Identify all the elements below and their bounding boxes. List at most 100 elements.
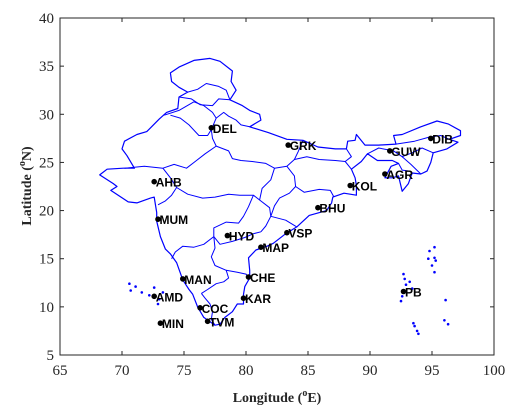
station-marker [151,293,157,300]
station-marker [387,148,393,154]
y-axis-title-degree: o [17,161,28,166]
station-agr: AGR [382,168,413,182]
station-label: MUM [160,213,189,227]
state-boundary [124,129,217,169]
state-boundary [344,148,352,170]
y-tick-label: 15 [39,252,54,268]
island [134,285,137,288]
island [428,249,431,253]
station-marker [400,288,407,295]
state-boundary [176,187,260,201]
station-label: MAP [262,241,289,255]
station-marker [258,244,264,250]
station-amd: AMD [151,290,183,304]
island [400,295,404,298]
island [404,283,408,287]
station-label: BHU [319,202,345,216]
island [152,286,156,289]
station-marker [347,182,354,189]
island [444,298,447,302]
station-marker [428,135,434,142]
station-label: MIN [162,317,184,331]
x-tick-label: 85 [301,363,316,379]
state-boundary [187,83,231,100]
station-label: AMD [156,290,184,304]
island [433,245,436,249]
island [433,270,436,274]
state-boundary [201,236,230,294]
island [157,297,161,301]
island [427,257,430,261]
station-label: AHB [156,176,182,190]
station-man: MAN [180,273,212,287]
station-marker [315,204,321,211]
island [129,289,132,292]
station-marker [208,125,215,131]
station-label: AGR [386,168,413,182]
island [402,272,405,276]
station-label: MAN [184,273,211,287]
station-marker [382,171,388,177]
state-boundary [259,168,275,233]
station-vsp: VSP [284,227,312,241]
island [156,302,160,306]
state-boundary [178,96,230,107]
state-boundary [270,186,296,217]
station-label: PB [405,286,422,300]
state-boundary [286,165,335,198]
state-boundary [164,101,217,136]
island [415,329,419,333]
station-label: KOL [352,180,377,194]
island [161,291,165,294]
y-axis-title-prefix: Latitude ( [20,166,35,226]
y-tick-label: 5 [47,348,55,364]
y-axis-title-suffix: N) [20,146,35,161]
island [443,319,446,322]
state-boundary [294,156,346,162]
x-tick-label: 90 [363,363,378,379]
x-axis-title-suffix: E) [307,391,321,406]
station-grk: GRK [285,139,317,153]
island [433,256,436,260]
state-boundary [157,167,178,206]
state-boundary [401,156,422,175]
station-label: HYD [229,230,255,244]
island [140,291,144,294]
station-dib: DIB [428,132,453,146]
y-tick-label: 35 [39,59,54,75]
station-del: DEL [208,122,237,136]
state-boundary [215,111,250,128]
x-tick-label: 70 [115,363,130,379]
station-marker [245,274,252,280]
station-kar: KAR [240,292,271,306]
x-axis-title: Longitude (oE) [233,388,322,406]
state-boundary [398,163,413,174]
station-marker [157,320,164,327]
station-coc: COC [197,302,229,316]
island [446,322,450,326]
station-label: KAR [245,292,271,306]
x-tick-label: 80 [239,363,254,379]
island [399,299,403,303]
station-label: COC [202,302,229,316]
island [413,324,416,328]
island [128,282,131,286]
station-tvm: TVM [204,315,234,329]
station-marker [285,142,292,148]
station-label: VSP [288,227,312,241]
station-mum: MUM [155,213,188,227]
island [412,321,415,325]
y-tick-label: 25 [39,155,54,171]
y-tick-label: 10 [39,300,54,316]
x-axis-ticks: 65 70 75 80 85 90 95 100 [53,18,505,379]
y-axis-title: Latitude (oN) [17,146,35,226]
station-marker [197,305,203,311]
station-marker [224,232,231,239]
station-label: CHE [250,271,275,285]
station-label: DIB [432,132,453,146]
station-marker [240,295,247,302]
station-kol: KOL [347,180,377,194]
station-marker [204,318,211,325]
